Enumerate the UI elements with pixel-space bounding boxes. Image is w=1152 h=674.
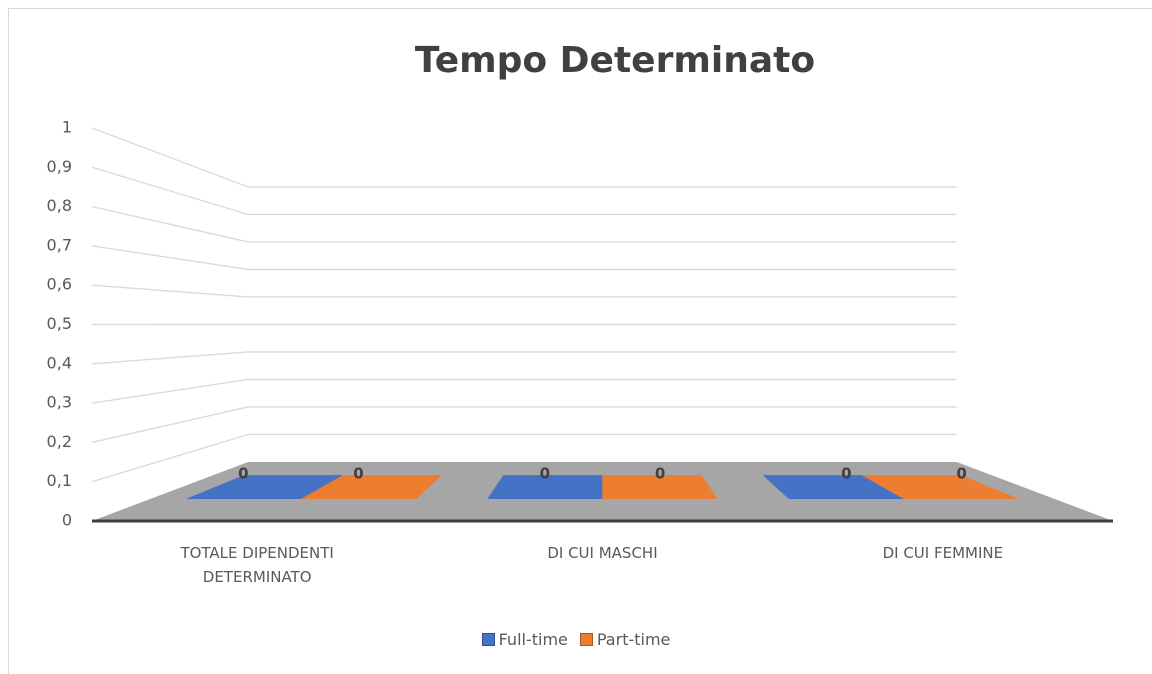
x-tick-label: TOTALE DIPENDENTI DETERMINATO [180,544,334,586]
grid-line [91,433,249,483]
data-label: 0 [238,465,248,483]
bar [185,475,344,499]
bar [487,475,603,499]
x-tick-label: DI CUI MASCHI [547,544,658,562]
grid-line [91,284,249,298]
y-tick-label: 1 [62,118,72,137]
y-tick-label: 0,8 [47,196,72,215]
grid-line [91,378,249,404]
legend-swatch [579,633,593,646]
legend-label: Part-time [596,630,671,649]
bar [861,475,1020,499]
grid-line [91,205,249,243]
y-tick-label: 0,3 [47,393,72,412]
chart-border [8,8,1152,674]
grid-line [91,406,249,444]
legend-label: Full-time [498,630,568,649]
legend-item: Part-time [579,630,671,649]
grid-line [91,351,249,365]
data-label: 0 [956,465,966,483]
x-tick-label: DI CUI FEMMINE [882,544,1004,562]
y-tick-label: 0,4 [47,353,72,372]
bar [602,475,718,499]
legend-swatch [481,633,495,646]
chart-title: Tempo Determinato [415,40,815,81]
grid-line [91,166,249,216]
y-tick-label: 0,6 [47,275,72,294]
y-tick-label: 0,9 [47,157,72,176]
y-tick-label: 0,1 [47,471,72,490]
legend: Full-time Part-time [0,630,1152,650]
y-tick-label: 0,7 [47,235,72,254]
grid-line [91,127,249,188]
legend-item: Full-time [481,630,568,649]
data-label: 0 [353,465,363,483]
grid-line [91,245,249,271]
y-tick-label: 0 [62,511,72,530]
bar [300,475,443,499]
data-label: 0 [655,465,665,483]
bar [762,475,904,499]
y-tick-label: 0,5 [47,314,72,333]
y-tick-label: 0,2 [47,432,72,451]
data-label: 0 [540,465,550,483]
data-label: 0 [841,465,851,483]
